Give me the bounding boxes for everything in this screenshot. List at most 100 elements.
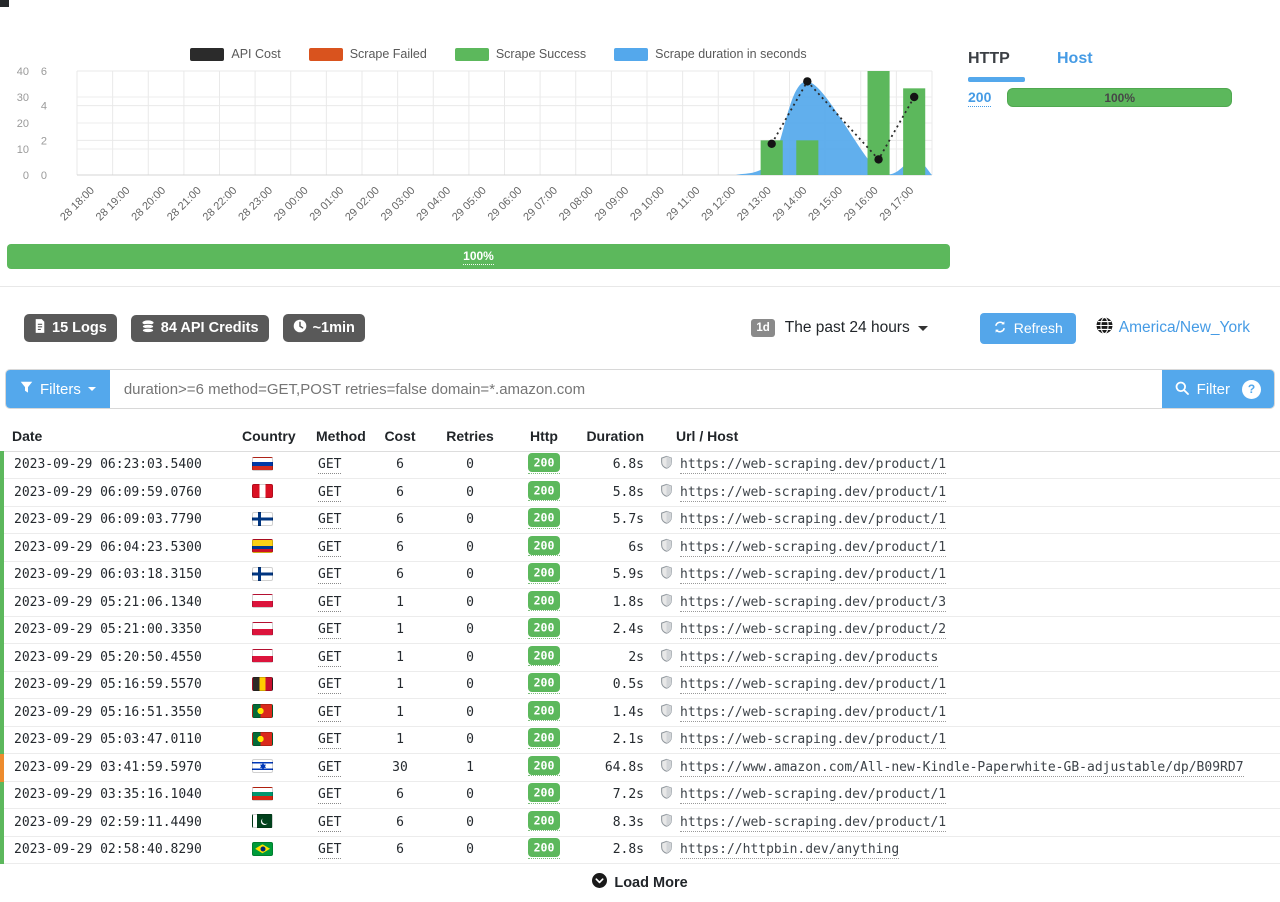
shield-icon xyxy=(660,785,673,804)
svg-text:10: 10 xyxy=(17,144,29,156)
method-label: GET xyxy=(318,677,341,694)
filter-query-input[interactable] xyxy=(110,370,1162,408)
cell-duration: 64.8s xyxy=(576,754,658,782)
url-link[interactable]: https://web-scraping.dev/product/1 xyxy=(680,677,946,694)
timezone-link[interactable]: America/New_York xyxy=(1119,319,1250,337)
tab-http[interactable]: HTTP xyxy=(968,50,1025,82)
url-link[interactable]: https://web-scraping.dev/product/1 xyxy=(680,815,946,832)
svg-text:29 11:00: 29 11:00 xyxy=(664,185,702,223)
svg-text:28 20:00: 28 20:00 xyxy=(129,185,168,224)
chevron-down-icon[interactable] xyxy=(918,326,928,331)
country-flag-icon xyxy=(252,759,273,773)
shield-icon xyxy=(660,620,673,639)
url-link[interactable]: https://web-scraping.dev/products xyxy=(680,650,938,667)
status-panel: HTTP Host 200 100% xyxy=(968,45,1280,269)
cell-date: 2023-09-29 06:03:18.3150 xyxy=(2,561,234,589)
cell-method: GET xyxy=(306,616,372,644)
url-link[interactable]: https://web-scraping.dev/product/1 xyxy=(680,705,946,722)
load-more-button[interactable]: Load More xyxy=(592,873,687,892)
table-row[interactable]: 2023-09-29 03:41:59.5970GET30120064.8sht… xyxy=(2,754,1280,782)
table-row[interactable]: 2023-09-29 03:35:16.1040GET602007.2shttp… xyxy=(2,781,1280,809)
cell-url: https://web-scraping.dev/product/1 xyxy=(658,534,1280,562)
url-link[interactable]: https://web-scraping.dev/product/2 xyxy=(680,622,946,639)
cell-url: https://web-scraping.dev/products xyxy=(658,644,1280,672)
filters-label: Filters xyxy=(40,381,81,398)
legend-item[interactable]: API Cost xyxy=(190,47,280,61)
url-link[interactable]: https://web-scraping.dev/product/1 xyxy=(680,540,946,557)
cell-http: 200 xyxy=(512,479,576,507)
http-status-badge: 200 xyxy=(528,536,561,555)
url-link[interactable]: https://www.amazon.com/All-new-Kindle-Pa… xyxy=(680,760,1244,777)
cell-url: https://web-scraping.dev/product/2 xyxy=(658,616,1280,644)
cell-cost: 1 xyxy=(372,699,428,727)
status-tabs: HTTP Host xyxy=(968,50,1232,82)
cell-country xyxy=(234,836,306,864)
refresh-button[interactable]: Refresh xyxy=(980,313,1076,344)
table-row[interactable]: 2023-09-29 05:20:50.4550GET102002shttps:… xyxy=(2,644,1280,672)
country-flag-icon xyxy=(252,539,273,553)
table-row[interactable]: 2023-09-29 05:16:59.5570GET102000.5shttp… xyxy=(2,671,1280,699)
method-label: GET xyxy=(318,485,341,502)
url-link[interactable]: https://web-scraping.dev/product/1 xyxy=(680,485,946,502)
cell-method: GET xyxy=(306,781,372,809)
svg-text:28 22:00: 28 22:00 xyxy=(201,185,240,224)
shield-icon xyxy=(660,565,673,584)
svg-text:29 03:00: 29 03:00 xyxy=(379,185,418,224)
filters-dropdown-button[interactable]: Filters xyxy=(6,370,110,408)
help-button[interactable]: ? xyxy=(1242,380,1261,399)
table-row[interactable]: 2023-09-29 06:03:18.3150GET602005.9shttp… xyxy=(2,561,1280,589)
legend-swatch xyxy=(614,48,648,61)
log-table-body: 2023-09-29 06:23:03.5400GET602006.8shttp… xyxy=(2,451,1280,864)
column-header-url[interactable]: Url / Host xyxy=(658,421,1280,451)
table-row[interactable]: 2023-09-29 02:58:40.8290GET602002.8shttp… xyxy=(2,836,1280,864)
cell-http: 200 xyxy=(512,754,576,782)
svg-text:29 16:00: 29 16:00 xyxy=(842,185,881,224)
elapsed-time-label: ~1min xyxy=(313,320,355,336)
table-row[interactable]: 2023-09-29 06:04:23.5300GET602006shttps:… xyxy=(2,534,1280,562)
cell-country xyxy=(234,726,306,754)
url-link[interactable]: https://web-scraping.dev/product/1 xyxy=(680,567,946,584)
country-flag-icon xyxy=(252,457,273,471)
cell-cost: 1 xyxy=(372,671,428,699)
shield-icon xyxy=(660,483,673,502)
cell-duration: 5.8s xyxy=(576,479,658,507)
http-status-badge: 200 xyxy=(528,756,561,775)
time-range-dropdown[interactable]: The past 24 hours xyxy=(785,319,910,337)
url-link[interactable]: https://httpbin.dev/anything xyxy=(680,842,899,859)
http-percent-bar: 100% xyxy=(1007,88,1232,107)
svg-text:6: 6 xyxy=(41,66,47,78)
cell-http: 200 xyxy=(512,836,576,864)
table-row[interactable]: 2023-09-29 06:23:03.5400GET602006.8shttp… xyxy=(2,451,1280,479)
table-row[interactable]: 2023-09-29 06:09:03.7790GET602005.7shttp… xyxy=(2,506,1280,534)
table-row[interactable]: 2023-09-29 06:09:59.0760GET602005.8shttp… xyxy=(2,479,1280,507)
cell-country xyxy=(234,479,306,507)
scrape-log-dashboard: API Cost Scrape Failed Scrape Success Scrap… xyxy=(0,0,1280,902)
cell-duration: 6s xyxy=(576,534,658,562)
table-row[interactable]: 2023-09-29 05:03:47.0110GET102002.1shttp… xyxy=(2,726,1280,754)
filter-apply-button[interactable]: Filter ? xyxy=(1162,370,1274,408)
url-link[interactable]: https://web-scraping.dev/product/3 xyxy=(680,595,946,612)
table-row[interactable]: 2023-09-29 05:21:06.1340GET102001.8shttp… xyxy=(2,589,1280,617)
tab-host[interactable]: Host xyxy=(1057,50,1093,82)
svg-text:28 18:00: 28 18:00 xyxy=(58,185,97,224)
legend-item[interactable]: Scrape Success xyxy=(455,47,586,61)
method-label: GET xyxy=(318,842,341,859)
url-link[interactable]: https://web-scraping.dev/product/1 xyxy=(680,787,946,804)
table-row[interactable]: 2023-09-29 05:21:00.3350GET102002.4shttp… xyxy=(2,616,1280,644)
cell-http: 200 xyxy=(512,699,576,727)
cell-country xyxy=(234,616,306,644)
cell-duration: 1.8s xyxy=(576,589,658,617)
url-link[interactable]: https://web-scraping.dev/product/1 xyxy=(680,457,946,474)
url-link[interactable]: https://web-scraping.dev/product/1 xyxy=(680,512,946,529)
http-code-link[interactable]: 200 xyxy=(968,89,991,107)
load-more-row: Load More xyxy=(0,873,1280,892)
cell-method: GET xyxy=(306,809,372,837)
legend-item[interactable]: Scrape Failed xyxy=(309,47,427,61)
url-link[interactable]: https://web-scraping.dev/product/1 xyxy=(680,732,946,749)
legend-item[interactable]: Scrape duration in seconds xyxy=(614,47,806,61)
cell-method: GET xyxy=(306,644,372,672)
success-rate-bar[interactable]: 100% xyxy=(7,244,950,269)
table-row[interactable]: 2023-09-29 05:16:51.3550GET102001.4shttp… xyxy=(2,699,1280,727)
table-row[interactable]: 2023-09-29 02:59:11.4490GET602008.3shttp… xyxy=(2,809,1280,837)
cell-method: GET xyxy=(306,589,372,617)
